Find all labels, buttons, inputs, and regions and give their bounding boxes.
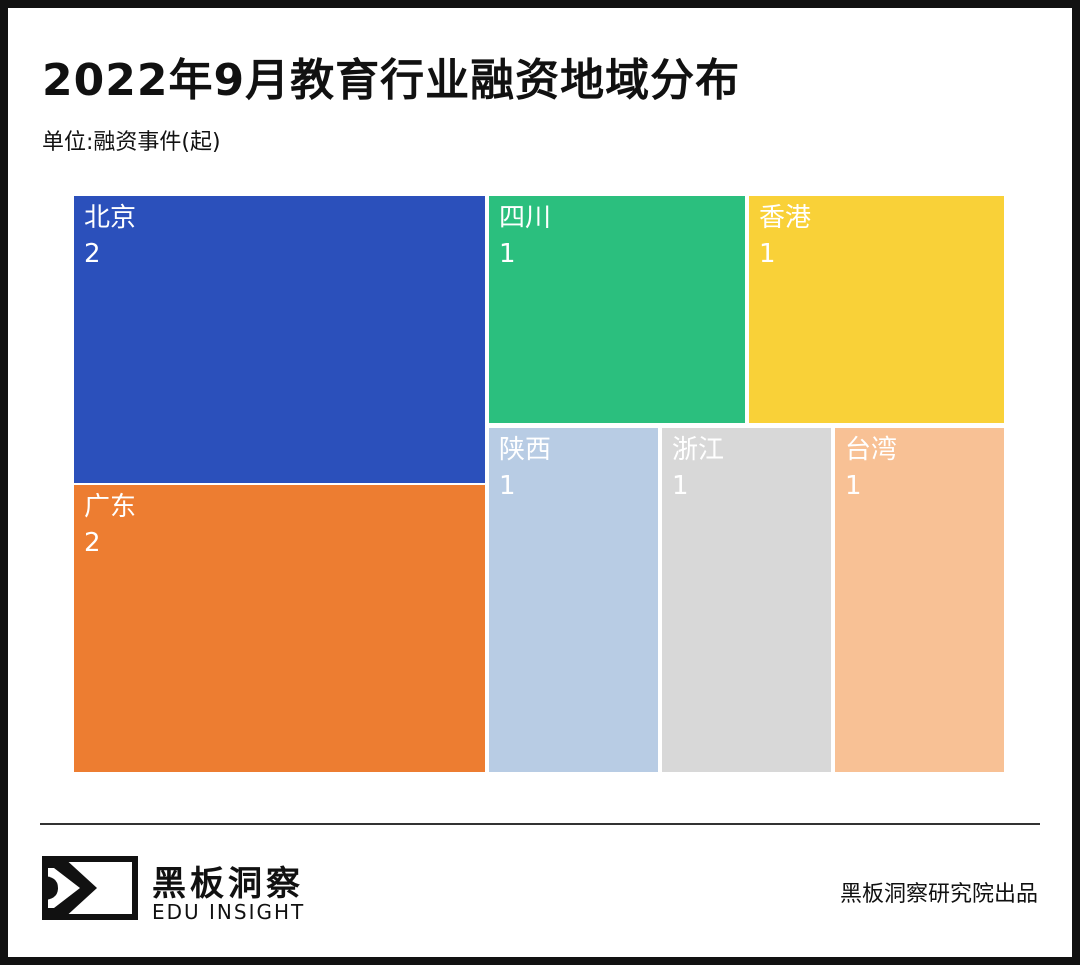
- unit-label: 单位:融资事件(起): [42, 130, 221, 155]
- cell-label: 浙江: [672, 435, 725, 465]
- cell-label: 香港: [759, 203, 812, 233]
- page-title: 2022年9月教育行业融资地域分布: [42, 55, 741, 106]
- divider: [40, 823, 1040, 825]
- cell-value: 1: [672, 471, 689, 501]
- treemap-cell: 陕西 1: [489, 428, 658, 772]
- cell-label: 陕西: [499, 435, 552, 465]
- treemap-cell: 广东 2: [74, 485, 485, 772]
- cell-value: 2: [84, 528, 101, 558]
- eye-logo-icon: [42, 856, 138, 920]
- cell-value: 1: [499, 471, 516, 501]
- cell-label: 北京: [84, 203, 137, 233]
- treemap-cell: 浙江 1: [662, 428, 831, 772]
- credit-text: 黑板洞察研究院出品: [839, 882, 1038, 907]
- cell-label: 广东: [84, 492, 137, 522]
- cell-value: 2: [84, 239, 101, 269]
- treemap-cell: 北京 2: [74, 196, 485, 483]
- treemap-cell: 香港 1: [749, 196, 1004, 423]
- cell-label: 四川: [499, 203, 552, 233]
- cell-value: 1: [759, 239, 776, 269]
- treemap-cell: 台湾 1: [835, 428, 1004, 772]
- logo: 黑板洞察 EDU INSIGHT: [42, 856, 303, 924]
- logo-text-en: EDU INSIGHT: [152, 900, 306, 924]
- cell-value: 1: [845, 471, 862, 501]
- treemap-cell: 四川 1: [489, 196, 745, 423]
- cell-label: 台湾: [845, 435, 898, 465]
- logo-text-cn: 黑板洞察: [152, 864, 304, 904]
- cell-value: 1: [499, 239, 516, 269]
